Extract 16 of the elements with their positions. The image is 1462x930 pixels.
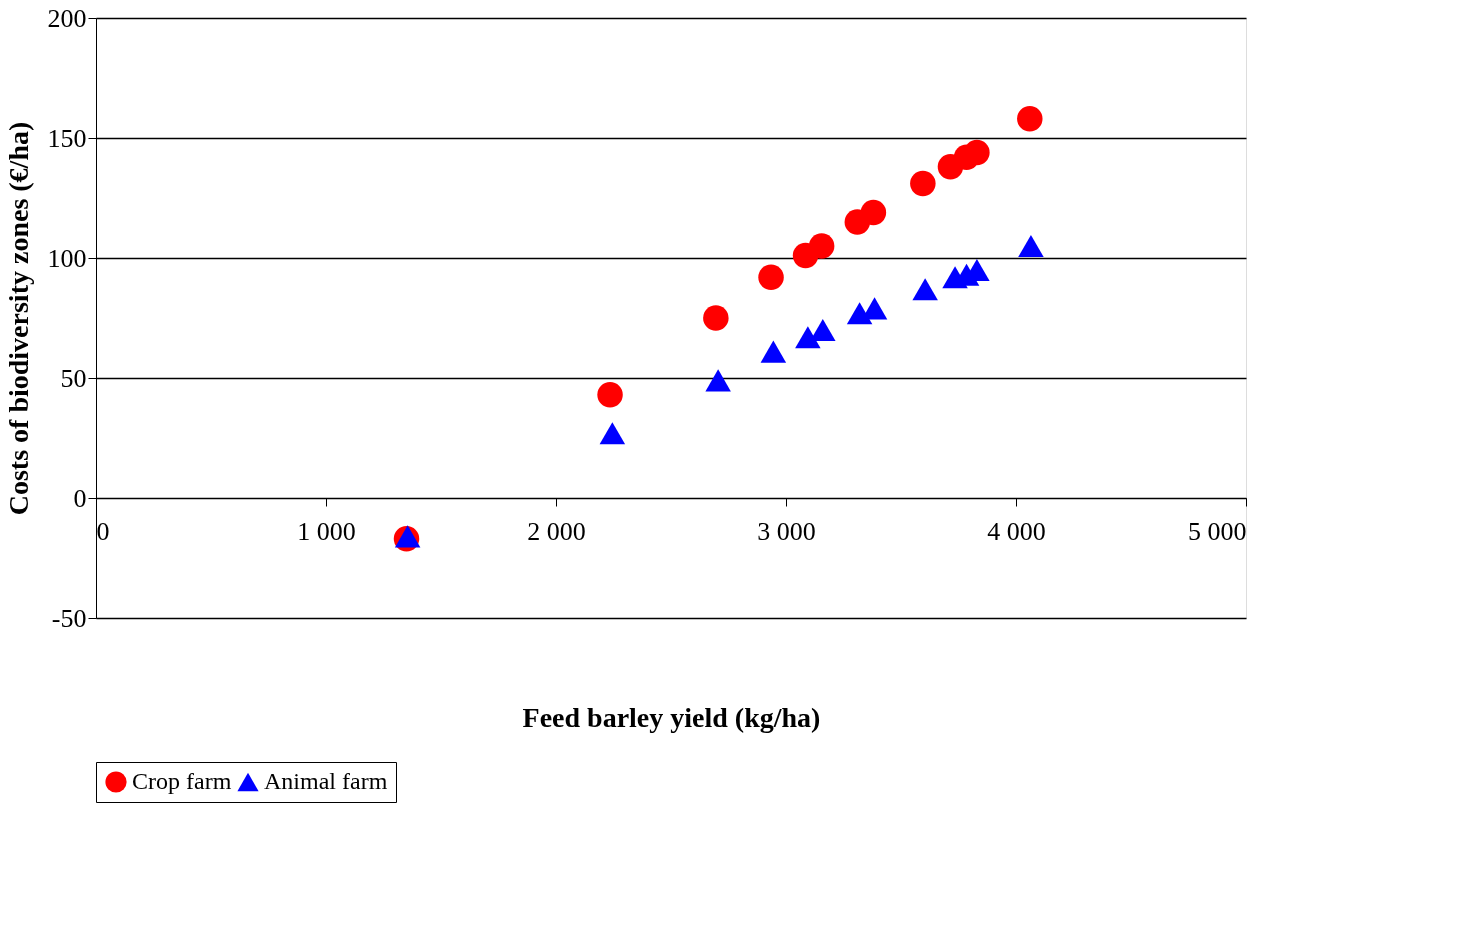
y-tick-label: 50 — [60, 363, 87, 393]
x-tick-label: 5 000 — [1188, 516, 1247, 546]
x-axis-title: Feed barley yield (kg/ha) — [522, 701, 821, 733]
x-tick-label: 1 000 — [297, 516, 356, 546]
y-tick-label: -50 — [51, 603, 87, 633]
x-tick-label: 2 000 — [527, 516, 586, 546]
y-tick-label: 150 — [47, 123, 87, 153]
legend-label: Animal farm — [264, 768, 388, 794]
x-tick-label: 3 000 — [757, 516, 816, 546]
legend-label: Crop farm — [132, 768, 232, 794]
x-tick-label: 4 000 — [987, 516, 1046, 546]
y-tick-label: 200 — [47, 3, 87, 33]
y-axis-title: Costs of biodiversity zones (€/ha) — [2, 121, 34, 516]
y-tick-label: 100 — [47, 243, 87, 273]
y-tick-label: 0 — [73, 483, 87, 513]
x-tick-label: 0 — [96, 516, 110, 546]
